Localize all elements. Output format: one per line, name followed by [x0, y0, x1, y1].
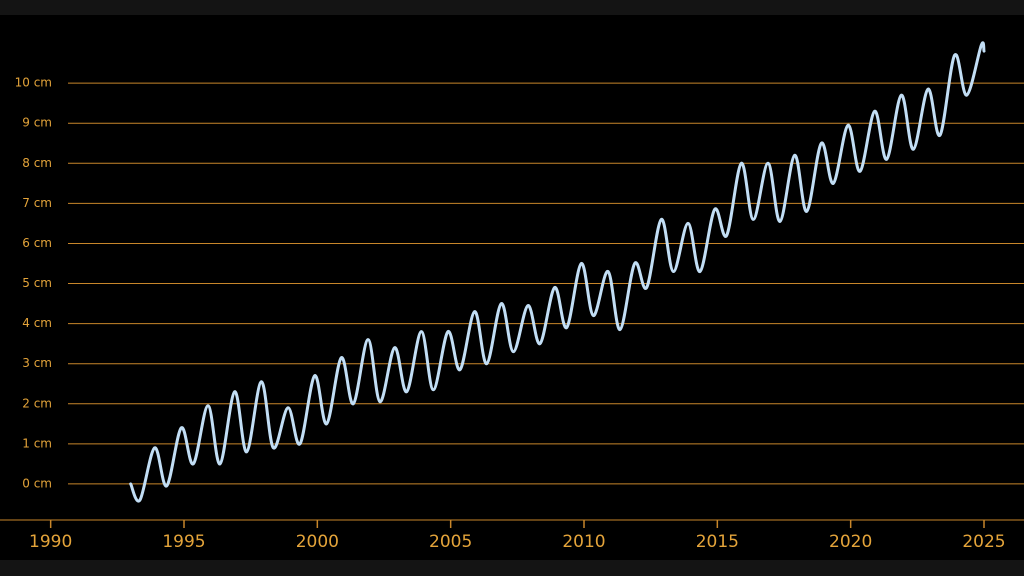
- y-tick-label: 2 cm: [22, 396, 52, 410]
- x-tick-label: 2000: [296, 532, 339, 552]
- y-tick-label: 6 cm: [22, 236, 52, 250]
- y-tick-label: 8 cm: [22, 156, 52, 170]
- x-tick-label: 2005: [429, 532, 472, 552]
- y-tick-label: 10 cm: [15, 76, 52, 90]
- y-tick-label: 7 cm: [22, 196, 52, 210]
- y-tick-label: 0 cm: [22, 476, 52, 490]
- x-tick-label: 2010: [562, 532, 605, 552]
- y-tick-label: 5 cm: [22, 276, 52, 290]
- x-tick-label: 2015: [696, 532, 739, 552]
- y-tick-label: 1 cm: [22, 436, 52, 450]
- y-tick-label: 3 cm: [22, 356, 52, 370]
- y-tick-label: 9 cm: [22, 116, 52, 130]
- top-bar: [0, 0, 1024, 15]
- x-tick-label: 2020: [829, 532, 872, 552]
- x-tick-label: 1990: [29, 532, 72, 552]
- bottom-bar: [0, 560, 1024, 576]
- x-tick-label: 1995: [162, 532, 205, 552]
- y-tick-label: 4 cm: [22, 316, 52, 330]
- x-tick-label: 2025: [962, 532, 1005, 552]
- sea-level-line: [129, 41, 986, 503]
